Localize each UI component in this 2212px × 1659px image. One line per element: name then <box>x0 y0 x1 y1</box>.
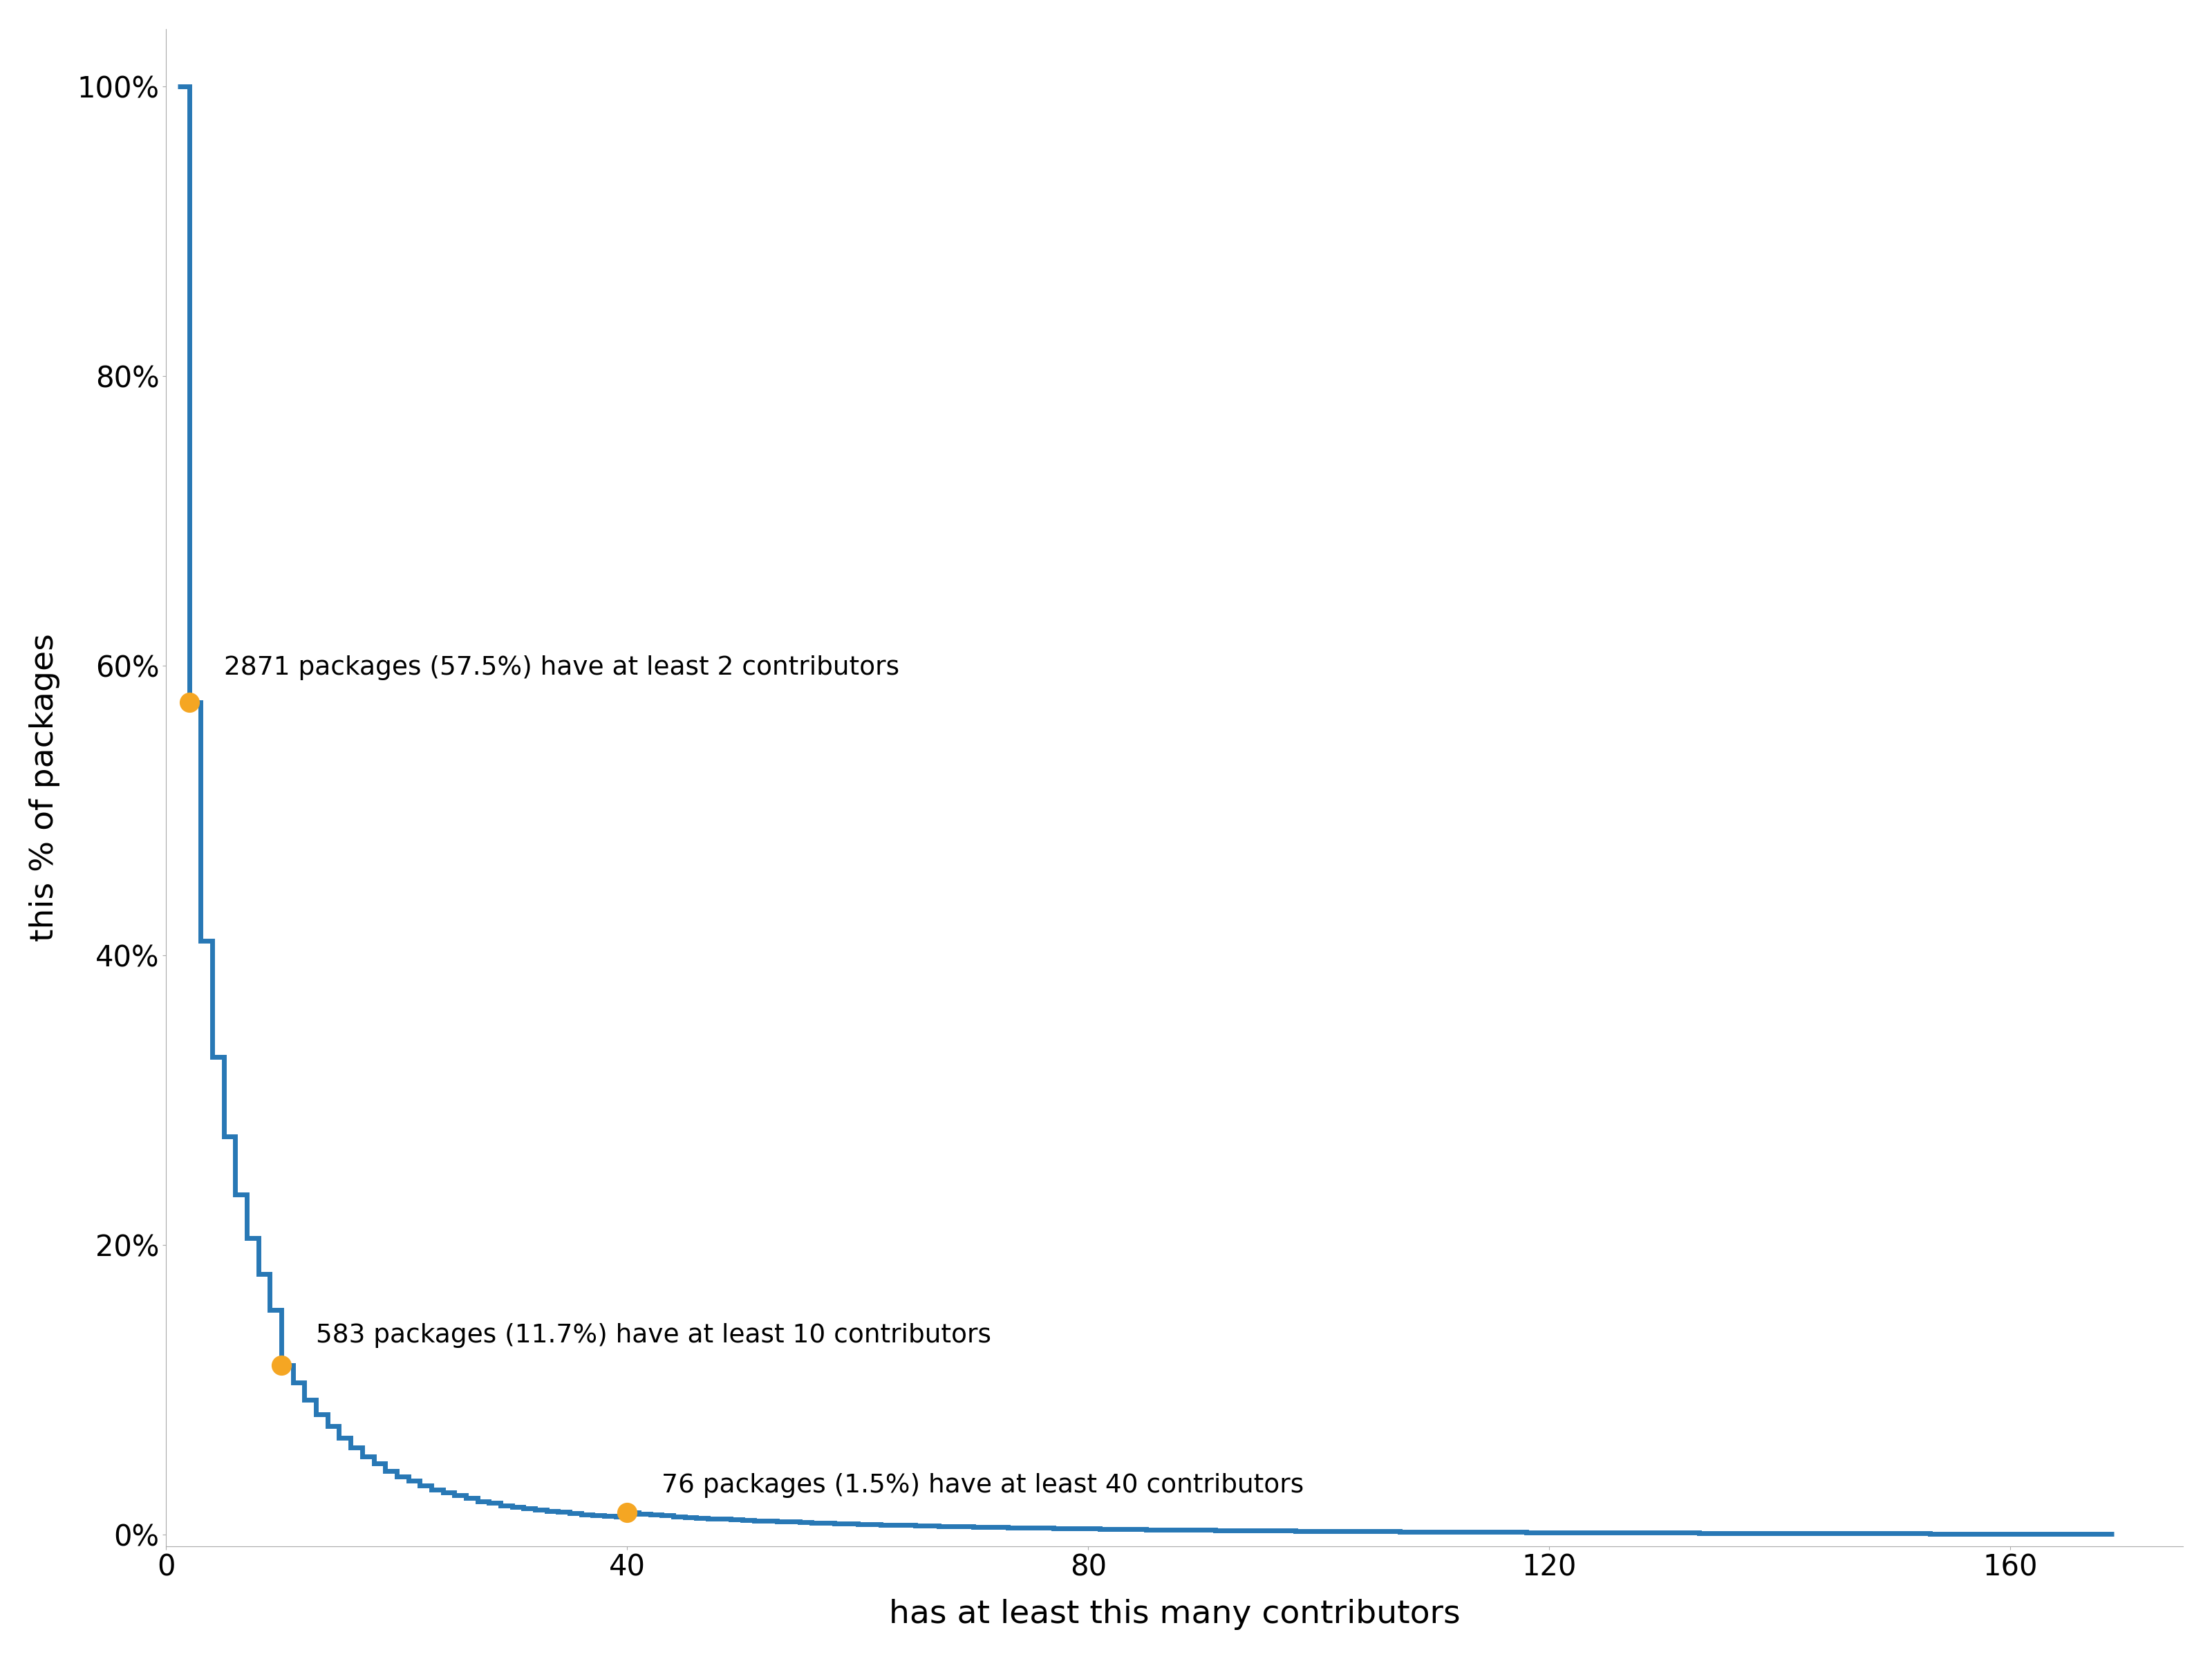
Y-axis label: this % of packages: this % of packages <box>29 634 60 942</box>
Text: 2871 packages (57.5%) have at least 2 contributors: 2871 packages (57.5%) have at least 2 co… <box>223 655 900 680</box>
X-axis label: has at least this many contributors: has at least this many contributors <box>889 1599 1460 1631</box>
Text: 76 packages (1.5%) have at least 40 contributors: 76 packages (1.5%) have at least 40 cont… <box>661 1473 1305 1498</box>
Text: 583 packages (11.7%) have at least 10 contributors: 583 packages (11.7%) have at least 10 co… <box>316 1322 991 1347</box>
